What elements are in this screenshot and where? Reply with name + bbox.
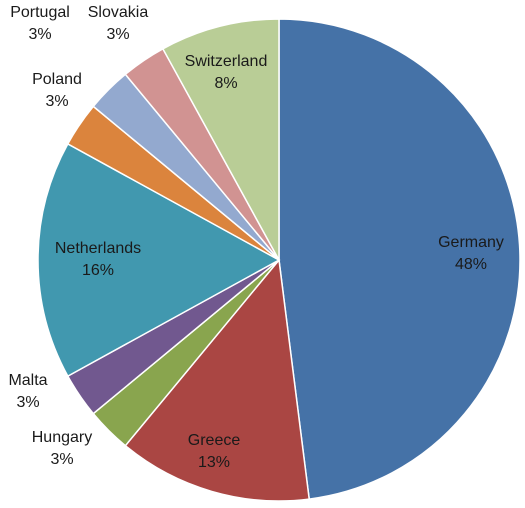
pie-label-value: 8% [214,75,237,92]
pie-label-value: 3% [106,26,129,43]
pie-label-value: 3% [16,394,39,411]
pie-labels: Germany 48% Greece 13% Hungary 3% Malta 3% Nethe… [8,4,503,471]
pie-label-value: 16% [82,262,114,279]
pie-label-value: 3% [50,451,73,468]
pie-slice-greece [124,258,311,502]
pie-label-hungary: Hungary 3% [32,429,92,468]
pie-label-name: Slovakia [88,4,149,21]
pie-label-greece: Greece 13% [188,432,241,471]
pie-slice-netherlands [37,142,281,378]
pie-label-value: 13% [198,454,230,471]
pie-label-name: Portugal [10,4,70,21]
pie-label-name: Greece [188,432,241,449]
pie-label-name: Germany [438,234,504,251]
pie-label-portugal: Portugal 3% [10,4,70,43]
pie-label-name: Netherlands [55,240,141,257]
pie-label-switzerland: Switzerland 8% [185,53,268,92]
pie-label-name: Hungary [32,429,92,446]
pie-label-value: 3% [28,26,51,43]
pie-slice-switzerland [161,18,280,261]
pie-label-poland: Poland 3% [32,71,82,110]
pie-label-germany: Germany 48% [438,234,504,273]
pie-label-netherlands: Netherlands 16% [55,240,141,279]
pie-slices [37,18,521,502]
pie-slice-germany [278,18,521,500]
pie-label-value: 3% [45,93,68,110]
pie-label-value: 48% [455,256,487,273]
pie-label-name: Poland [32,71,82,88]
pie-label-slovakia: Slovakia 3% [88,4,149,43]
pie-label-name: Malta [8,372,47,389]
pie-label-name: Switzerland [185,53,268,70]
pie-label-malta: Malta 3% [8,372,47,411]
